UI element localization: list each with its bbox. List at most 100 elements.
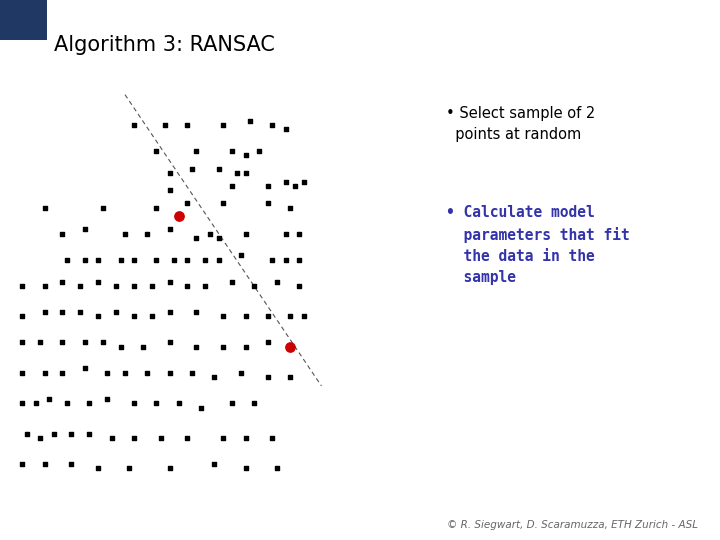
Point — [128, 255, 140, 264]
Point — [17, 460, 28, 468]
Point — [240, 230, 251, 238]
Point — [114, 342, 126, 351]
Point — [164, 186, 176, 194]
Bar — [0, 0, 47, 40]
Point — [284, 312, 296, 321]
Point — [262, 312, 274, 321]
Point — [57, 308, 68, 316]
Point — [217, 199, 229, 207]
Point — [217, 312, 229, 321]
Point — [75, 281, 86, 290]
Point — [79, 364, 91, 373]
Point — [39, 368, 50, 377]
Point — [61, 255, 73, 264]
Point — [213, 255, 225, 264]
Point — [39, 281, 50, 290]
Point — [128, 312, 140, 321]
Point — [240, 434, 251, 442]
Point — [293, 281, 305, 290]
Point — [204, 230, 215, 238]
Point — [231, 168, 243, 177]
Point — [39, 204, 50, 212]
Point — [66, 460, 77, 468]
Point — [159, 121, 171, 130]
Point — [35, 338, 46, 347]
Point — [17, 312, 28, 321]
Point — [150, 255, 162, 264]
Point — [209, 460, 220, 468]
Text: Algorithm 3: RANSAC: Algorithm 3: RANSAC — [54, 35, 275, 55]
Point — [137, 342, 148, 351]
Point — [92, 277, 104, 286]
Point — [248, 399, 260, 408]
Point — [43, 395, 55, 403]
Point — [173, 212, 184, 221]
Point — [48, 429, 59, 438]
Point — [92, 312, 104, 321]
Point — [61, 399, 73, 408]
Point — [271, 277, 282, 286]
Point — [240, 168, 251, 177]
Point — [240, 342, 251, 351]
Point — [191, 342, 202, 351]
Point — [266, 434, 278, 442]
Point — [253, 147, 265, 156]
Point — [57, 368, 68, 377]
Point — [128, 281, 140, 290]
Point — [173, 399, 184, 408]
Point — [75, 308, 86, 316]
Point — [79, 338, 91, 347]
Point — [120, 368, 131, 377]
Text: © R. Siegwart, D. Scaramuzza, ETH Zurich - ASL: © R. Siegwart, D. Scaramuzza, ETH Zurich… — [447, 521, 698, 530]
Point — [57, 277, 68, 286]
Point — [248, 281, 260, 290]
Point — [39, 460, 50, 468]
Point — [17, 338, 28, 347]
Point — [280, 177, 292, 186]
Point — [66, 429, 77, 438]
Point — [84, 399, 95, 408]
Point — [191, 308, 202, 316]
Point — [293, 255, 305, 264]
Point — [17, 399, 28, 408]
Point — [97, 204, 109, 212]
Point — [150, 399, 162, 408]
Point — [213, 164, 225, 173]
Point — [181, 121, 193, 130]
Point — [289, 181, 300, 190]
Point — [266, 255, 278, 264]
Point — [199, 281, 211, 290]
Point — [39, 308, 50, 316]
Point — [79, 255, 91, 264]
Point — [217, 342, 229, 351]
Point — [284, 204, 296, 212]
Point — [209, 373, 220, 381]
Point — [181, 434, 193, 442]
Point — [164, 168, 176, 177]
Point — [235, 368, 247, 377]
Point — [110, 281, 122, 290]
Point — [17, 368, 28, 377]
Point — [191, 234, 202, 242]
Point — [164, 225, 176, 234]
Point — [124, 464, 135, 473]
Point — [262, 373, 274, 381]
Point — [235, 251, 247, 260]
Point — [164, 308, 176, 316]
Point — [146, 281, 158, 290]
Point — [164, 464, 176, 473]
Point — [120, 230, 131, 238]
Point — [240, 312, 251, 321]
Point — [168, 255, 180, 264]
Point — [150, 204, 162, 212]
Point — [142, 230, 153, 238]
Point — [226, 277, 238, 286]
Point — [284, 373, 296, 381]
Point — [102, 368, 113, 377]
Point — [284, 342, 296, 351]
Point — [280, 125, 292, 134]
Point — [186, 164, 198, 173]
Point — [142, 368, 153, 377]
Point — [106, 434, 117, 442]
Point — [298, 177, 310, 186]
